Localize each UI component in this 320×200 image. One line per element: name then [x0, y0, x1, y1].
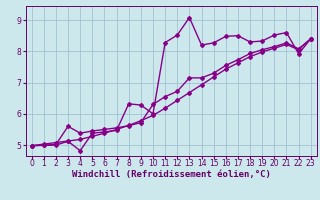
X-axis label: Windchill (Refroidissement éolien,°C): Windchill (Refroidissement éolien,°C) [72, 170, 271, 179]
